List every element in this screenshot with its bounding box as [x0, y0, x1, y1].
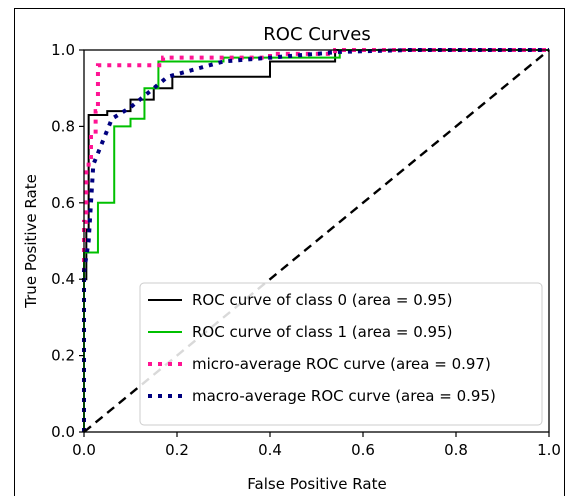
y-tick-label: 1.0 — [51, 41, 75, 59]
axes-box — [83, 49, 550, 433]
y-tick-label: 0.8 — [51, 117, 75, 135]
series-line-2 — [82, 48, 549, 432]
x-tick-label: 0.8 — [444, 441, 468, 459]
x-tick-label: 0.2 — [165, 441, 189, 459]
x-tick-label: 1.0 — [537, 441, 561, 459]
legend: ROC curve of class 0 (area = 0.95) ROC cu… — [139, 282, 543, 426]
y-tick-label: 0.2 — [51, 347, 75, 365]
figure-frame — [14, 8, 565, 496]
series-line-3 — [82, 48, 549, 432]
x-tick-label: 0.4 — [258, 441, 282, 459]
y-tick-label: 0.6 — [51, 194, 75, 212]
x-tick-label: 0.6 — [351, 441, 375, 459]
series-line-0 — [83, 49, 549, 432]
legend-entry-label: ROC curve of class 1 (area = 0.95) — [192, 323, 452, 341]
y-axis-label: True Positive Rate — [22, 174, 40, 309]
legend-entry-label: macro-average ROC curve (area = 0.95) — [192, 387, 496, 405]
legend-entry-label: ROC curve of class 0 (area = 0.95) — [192, 291, 452, 309]
series-line-4 — [83, 49, 550, 433]
y-axis: 0.0 0.2 0.4 0.6 0.8 1.0 — [51, 41, 84, 441]
x-tick-label: 0.0 — [72, 441, 96, 459]
x-axis-label: False Positive Rate — [247, 475, 386, 493]
plot-area — [82, 48, 550, 433]
y-tick-label: 0.0 — [51, 423, 75, 441]
chart-title: ROC Curves — [263, 24, 370, 45]
y-tick-label: 0.4 — [51, 270, 75, 288]
legend-box — [139, 282, 543, 426]
legend-entry-label: micro-average ROC curve (area = 0.97) — [192, 355, 491, 373]
x-axis: 0.0 0.2 0.4 0.6 0.8 1.0 — [72, 432, 561, 459]
